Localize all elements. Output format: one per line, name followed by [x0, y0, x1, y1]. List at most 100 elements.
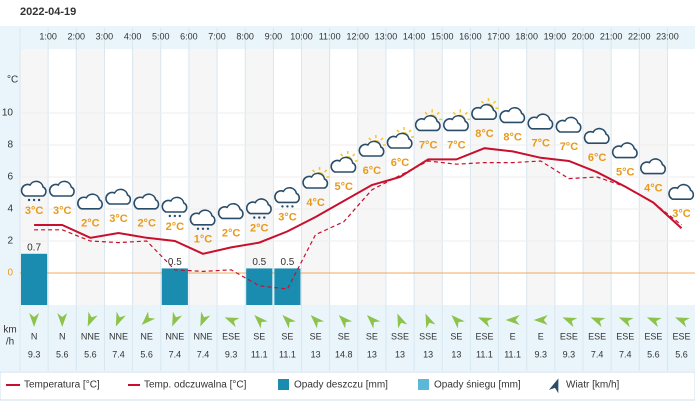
- wind-direction: NNE: [165, 331, 184, 341]
- legend-bg: [0, 371, 695, 401]
- date: 2022-04-19: [20, 6, 76, 18]
- wind-speed: 11.1: [476, 349, 493, 359]
- drop: [178, 214, 182, 218]
- rain-bar: [21, 253, 48, 305]
- weather-icon: [133, 193, 160, 210]
- temp-label: 1°C: [194, 234, 213, 246]
- weather-icon: [20, 180, 47, 202]
- drop: [173, 214, 177, 218]
- wind-arrow: [87, 311, 98, 327]
- temp-label: 3°C: [25, 205, 44, 217]
- temp-label: 4°C: [644, 183, 663, 195]
- wind-arrow: [254, 315, 268, 329]
- cloud: [245, 198, 272, 215]
- wind-direction: ESE: [644, 331, 662, 341]
- drop: [168, 214, 172, 218]
- wind-direction: ESE: [475, 331, 493, 341]
- drop: [263, 216, 266, 219]
- wind-speed: 9.3: [225, 349, 238, 359]
- legend-label: Temp. odczuwalna [°C]: [144, 380, 247, 391]
- wind-arrow: [366, 315, 381, 329]
- wind-arrow: [618, 317, 634, 328]
- wind-speed: 7.4: [591, 349, 604, 359]
- hour-label: 23:00: [656, 31, 679, 41]
- wind-direction: SE: [253, 331, 265, 341]
- wind-direction: E: [538, 331, 544, 341]
- wind-direction: SSE: [419, 331, 437, 341]
- wind-arrow: [646, 317, 662, 328]
- wind-direction: NNE: [81, 331, 100, 341]
- wind-arrow: [57, 313, 68, 327]
- wind-speed: 5.6: [675, 349, 688, 359]
- wind-direction: ESE: [616, 331, 634, 341]
- weather-icon: [668, 183, 695, 200]
- hour-label: 6:00: [180, 31, 198, 41]
- hour-label: 1:00: [39, 31, 57, 41]
- wind-speed: 5.6: [84, 349, 97, 359]
- weather-icon: [77, 193, 103, 210]
- weather-icon: [640, 158, 666, 175]
- drop: [32, 198, 36, 202]
- temp-label: 5°C: [616, 167, 635, 179]
- sun-ray: [408, 129, 412, 133]
- temp-label: 4°C: [306, 197, 325, 209]
- sun-ray: [424, 111, 428, 115]
- wind-speed: 5.6: [647, 349, 660, 359]
- hour-label: 2:00: [68, 31, 86, 41]
- hour-label: 8:00: [236, 31, 254, 41]
- temp-label: 7°C: [532, 138, 551, 150]
- hour-label: 21:00: [600, 31, 623, 41]
- wind-direction: SE: [366, 331, 378, 341]
- y-tick-label: 8: [7, 140, 13, 151]
- cloud: [358, 140, 385, 157]
- weather-icon: [527, 113, 554, 130]
- sun-ray: [340, 153, 344, 157]
- sun-ray: [480, 100, 485, 104]
- weather-icon: [189, 209, 216, 230]
- hour-label: 5:00: [152, 31, 170, 41]
- temp-label: 3°C: [53, 205, 72, 217]
- wind-speed: 5.6: [56, 349, 69, 359]
- hour-label: 17:00: [487, 31, 510, 41]
- y-tick-label: 2: [7, 236, 13, 247]
- wind-direction: SSE: [391, 331, 409, 341]
- weather-icon: [471, 98, 499, 120]
- temp-label: 3°C: [672, 208, 691, 220]
- wind-speed: 13: [367, 349, 377, 359]
- hour-label: 14:00: [403, 31, 426, 41]
- hour-label: 15:00: [431, 31, 454, 41]
- legend-wind: [548, 378, 559, 394]
- drop: [196, 227, 200, 230]
- wind-arrow: [562, 317, 578, 328]
- sun-ray: [492, 100, 497, 104]
- y-tick-label: 4: [7, 204, 13, 215]
- temp-label: 2°C: [166, 221, 185, 233]
- sun-ray: [464, 111, 468, 115]
- wind-arrow: [115, 311, 126, 327]
- temp-label: 7°C: [560, 141, 579, 153]
- wind-arrow: [338, 315, 353, 329]
- legend-label: Opady śniegu [mm]: [434, 380, 521, 391]
- cloud: [640, 158, 666, 175]
- hour-label: 11:00: [319, 31, 341, 41]
- drop: [258, 216, 261, 219]
- legend-label: Opady deszczu [mm]: [294, 380, 388, 391]
- weather-icon: [161, 196, 188, 218]
- feels-like-line: [34, 160, 682, 290]
- cloud: [274, 187, 300, 204]
- wind-arrow: [478, 317, 493, 328]
- wind-arrow: [451, 315, 465, 329]
- cloud: [330, 156, 357, 173]
- wind-speed: 13: [311, 349, 321, 359]
- wind-direction: NNE: [193, 331, 212, 341]
- wind-unit: /h: [6, 337, 14, 348]
- wind-direction: ESE: [673, 331, 691, 341]
- sun-ray: [323, 169, 328, 173]
- temp-label: 2°C: [222, 227, 241, 239]
- temp-label: 7°C: [447, 139, 466, 151]
- temp-label: 5°C: [334, 181, 353, 193]
- temp-label: 6°C: [363, 165, 382, 177]
- wind-direction: SE: [338, 331, 350, 341]
- hour-label: 22:00: [628, 31, 651, 41]
